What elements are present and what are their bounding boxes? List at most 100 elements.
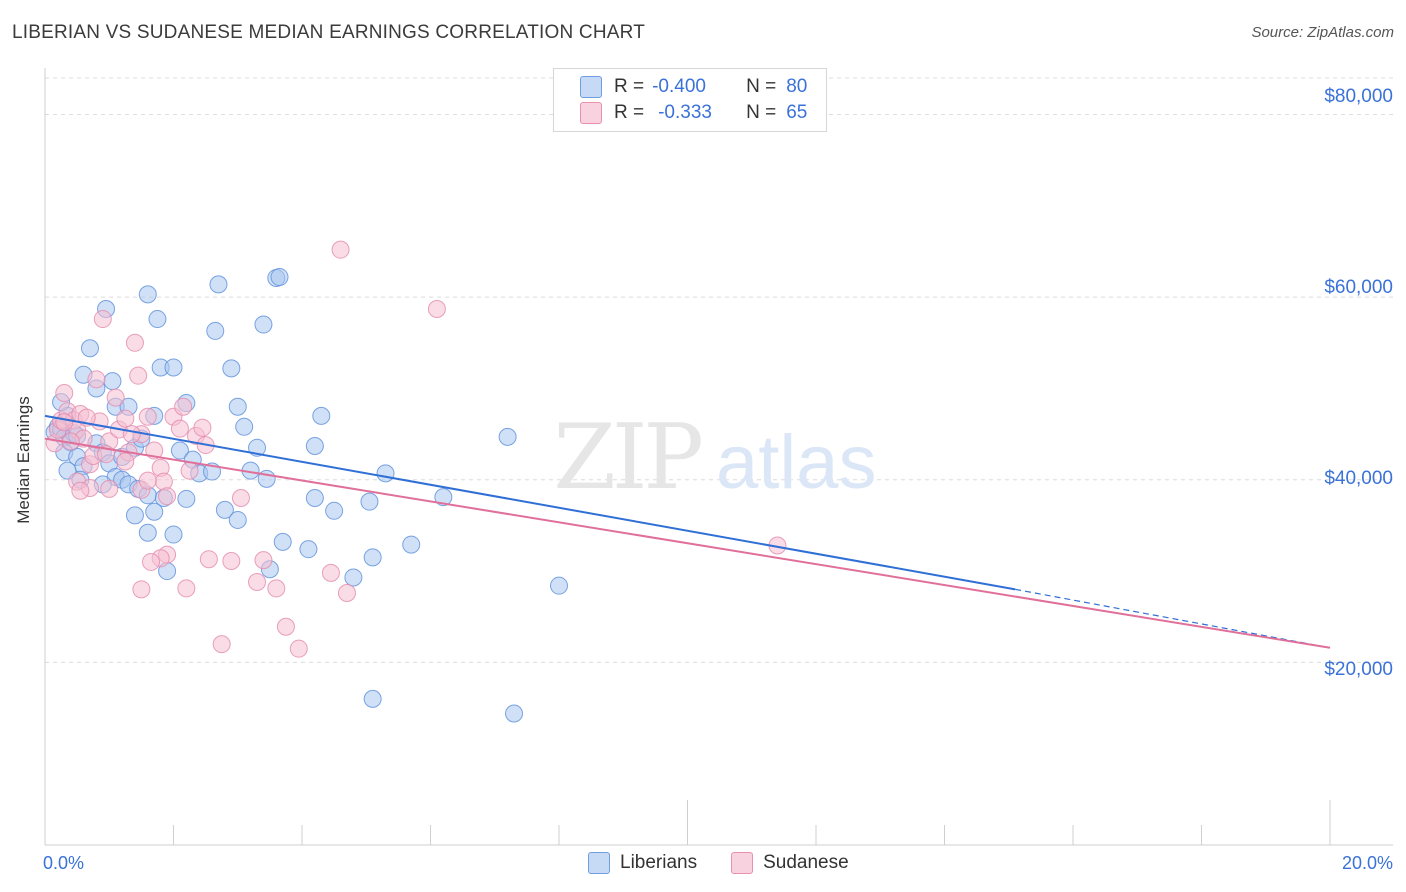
legend-item-sudanese[interactable]: Sudanese <box>731 852 849 874</box>
sudanese-point <box>321 563 340 582</box>
sudanese-point <box>87 370 106 389</box>
legend-r-value: -0.333 <box>658 102 712 123</box>
trend-lines <box>44 414 1331 649</box>
sudanese-point <box>100 479 119 498</box>
sudanese-trendline <box>44 437 1331 649</box>
chart-source: Source: ZipAtlas.com <box>1251 24 1394 41</box>
liberians-point <box>254 315 273 334</box>
axes <box>44 68 1393 846</box>
liberians-point <box>363 689 382 708</box>
liberians-point <box>148 310 167 329</box>
legend-n-label: N = <box>746 76 777 97</box>
liberians-point <box>209 275 228 294</box>
legend-r-label: R = <box>614 102 645 123</box>
legend-label-liberians: Liberians <box>620 852 698 873</box>
sudanese-point <box>122 425 141 444</box>
liberians-point <box>360 492 379 511</box>
liberians-point <box>228 397 247 416</box>
sudanese-swatch <box>580 102 602 124</box>
sudanese-point <box>331 240 350 259</box>
legend-row-liberians: R = -0.400 N = 80 <box>580 75 807 99</box>
liberians-point <box>177 489 196 508</box>
y-axis-label: Median Earnings <box>14 396 33 524</box>
legend-r-value: -0.400 <box>652 76 706 97</box>
correlation-legend: R = -0.400 N = 80 R = -0.333 N = 65 <box>553 68 827 132</box>
legend-n-value: 65 <box>786 102 808 123</box>
liberians-point <box>222 359 241 378</box>
legend-r-label: R = <box>614 76 645 97</box>
liberians-point <box>498 427 517 446</box>
sudanese-point <box>158 487 177 506</box>
liberians-point <box>305 436 324 455</box>
liberians-point <box>206 321 225 340</box>
liberians-point <box>164 358 183 377</box>
sudanese-point <box>116 409 135 428</box>
sudanese-point <box>116 452 135 471</box>
sudanese-point <box>170 419 189 438</box>
sudanese-point <box>125 333 144 352</box>
legend-n-value: 80 <box>786 76 808 97</box>
liberians-point <box>363 548 382 567</box>
sudanese-point <box>193 418 212 437</box>
sudanese-point <box>138 471 157 490</box>
sudanese-point <box>129 366 148 385</box>
sudanese-swatch <box>731 852 754 874</box>
liberians-point <box>138 523 157 542</box>
sudanese-point <box>132 580 151 599</box>
legend-label-sudanese: Sudanese <box>763 852 849 873</box>
sudanese-point <box>71 481 90 500</box>
liberians-point <box>80 339 99 358</box>
sudanese-point <box>106 388 125 407</box>
legend-row-sudanese: R = -0.333 N = 65 <box>580 101 807 125</box>
sudanese-point <box>267 579 286 598</box>
liberians-swatch <box>580 76 602 98</box>
liberians-point <box>402 535 421 554</box>
x-tick-label-min: 0.0% <box>43 853 85 873</box>
sudanese-point <box>427 300 446 319</box>
liberians-point <box>103 372 122 391</box>
sudanese-point <box>55 384 74 403</box>
sudanese-point <box>199 550 218 569</box>
sudanese-point <box>212 635 231 654</box>
y-tick-label: $80,000 <box>1324 86 1393 107</box>
sudanese-point <box>248 573 267 592</box>
liberians-point <box>270 268 289 287</box>
x-tick-label-max: 20.0% <box>1341 853 1393 873</box>
series-legend: Liberians Sudanese <box>588 852 883 874</box>
grid-lines <box>45 77 1393 663</box>
sudanese-point <box>154 472 173 491</box>
liberians-point <box>299 540 318 559</box>
liberians-point <box>170 441 189 460</box>
legend-n-label: N = <box>746 102 777 123</box>
liberians-point <box>215 500 234 519</box>
legend-item-liberians[interactable]: Liberians <box>588 852 697 874</box>
liberians-point <box>125 506 144 525</box>
liberians-point <box>434 488 453 507</box>
liberians-point <box>164 525 183 544</box>
y-tick-label: $40,000 <box>1324 468 1393 489</box>
sudanese-point <box>276 617 295 636</box>
liberians-point <box>273 532 292 551</box>
watermark-zip: ZIP <box>553 405 701 510</box>
sudanese-point <box>142 552 161 571</box>
y-tick-label: $60,000 <box>1324 277 1393 298</box>
watermark-atlas: atlas <box>716 420 877 505</box>
sudanese-point <box>254 551 273 570</box>
liberians-point <box>505 704 524 723</box>
sudanese-point <box>289 639 308 658</box>
sudanese-point <box>177 579 196 598</box>
sudanese-point <box>222 552 241 571</box>
liberians-point <box>235 417 254 436</box>
liberians-point <box>305 489 324 508</box>
watermark: ZIP atlas <box>553 405 876 510</box>
y-tick-label: $20,000 <box>1324 659 1393 680</box>
sudanese-point <box>180 461 199 480</box>
liberians-swatch <box>588 852 610 874</box>
sudanese-point <box>93 310 112 329</box>
sudanese-point <box>337 583 356 602</box>
chart-title: LIBERIAN VS SUDANESE MEDIAN EARNINGS COR… <box>12 22 645 43</box>
sudanese-point <box>138 407 157 426</box>
sudanese-point <box>174 397 193 416</box>
liberians-trendline-extension <box>1015 588 1331 649</box>
